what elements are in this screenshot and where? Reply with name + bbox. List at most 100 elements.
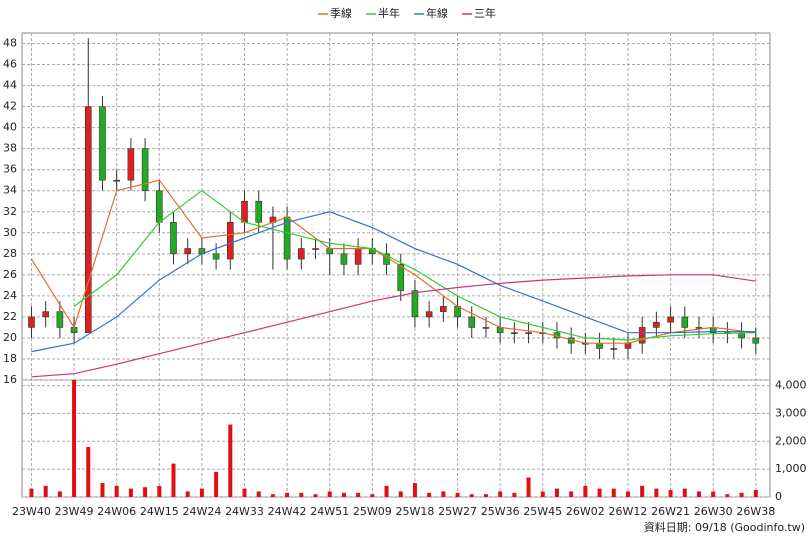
x-tick-label: 24W33 — [225, 505, 264, 518]
volume-bar — [554, 488, 559, 497]
volume-bar — [143, 487, 148, 497]
volume-bar — [242, 488, 247, 497]
x-tick-label: 26W12 — [609, 505, 648, 518]
candle-body — [638, 327, 646, 344]
volume-bar — [370, 494, 375, 497]
candle-body — [84, 106, 92, 333]
volume-tick-label: 4,000 — [775, 379, 807, 392]
volume-bar — [29, 488, 34, 497]
y-tick-label: 24 — [3, 289, 17, 302]
volume-bar — [668, 490, 673, 497]
ma-line — [73, 189, 756, 341]
candle-body — [241, 200, 248, 223]
x-tick-label: 23W49 — [55, 505, 94, 518]
volume-bar — [398, 491, 403, 497]
candle-body — [28, 316, 35, 328]
x-tick-label: 24W15 — [140, 505, 179, 518]
volume-bar — [469, 494, 474, 497]
y-tick-label: 46 — [3, 58, 17, 71]
y-tick-label: 30 — [3, 226, 17, 239]
volume-bar — [72, 380, 77, 497]
volume-bar — [171, 463, 176, 497]
volume-bar — [356, 492, 361, 497]
y-tick-label: 18 — [3, 352, 17, 365]
volume-bar — [753, 490, 758, 497]
candle-body — [141, 148, 149, 192]
candle-body — [127, 148, 135, 181]
candle-body — [298, 248, 305, 260]
candle-body — [340, 253, 348, 265]
candle-body — [624, 342, 632, 349]
volume-bar — [199, 488, 204, 497]
volume-bar — [583, 485, 588, 497]
volume-tick-label: 2,000 — [775, 434, 807, 447]
volume-bar — [611, 488, 616, 497]
ma-line — [31, 211, 756, 353]
y-tick-label: 44 — [3, 79, 17, 92]
candle-body — [397, 264, 405, 291]
x-tick-label: 24W42 — [268, 505, 307, 518]
volume-bar — [711, 491, 716, 497]
candle-body — [695, 327, 703, 329]
volume-bar — [739, 492, 744, 497]
candle-body — [468, 316, 476, 328]
candle-body — [326, 248, 334, 255]
volume-bar — [526, 477, 531, 497]
volume-bar — [185, 491, 190, 497]
candle-body — [752, 337, 760, 344]
candle-body — [212, 253, 220, 260]
volume-bar — [498, 491, 503, 497]
volume-bar — [725, 494, 730, 497]
candle-body — [255, 200, 263, 223]
volume-bar — [228, 424, 233, 497]
volume-bar — [214, 471, 219, 497]
x-tick-label: 25W36 — [481, 505, 520, 518]
candle-body — [425, 311, 433, 318]
volume-bar — [640, 485, 645, 497]
candle-body — [312, 248, 319, 250]
volume-bar — [455, 492, 460, 497]
y-tick-label: 34 — [3, 184, 17, 197]
volume-bar — [682, 488, 687, 497]
candle-body — [56, 311, 64, 328]
volume-bar — [654, 488, 659, 497]
volume-bar — [540, 491, 545, 497]
y-tick-label: 36 — [3, 163, 17, 176]
candle-body — [440, 306, 447, 312]
volume-bar — [157, 485, 162, 497]
volume-bar — [696, 491, 701, 497]
volume-bar — [313, 494, 318, 497]
y-tick-label: 32 — [3, 205, 17, 218]
candle-body — [610, 348, 618, 350]
volume-tick-label: 3,000 — [775, 406, 807, 419]
y-tick-label: 28 — [3, 247, 17, 260]
x-tick-label: 26W21 — [651, 505, 690, 518]
volume-bar — [114, 485, 119, 497]
candle-body — [511, 332, 518, 334]
candle-body — [681, 316, 689, 328]
volume-tick-label: 0 — [775, 490, 782, 503]
volume-bar — [57, 491, 62, 497]
candle-body — [42, 311, 49, 318]
candle-body — [170, 221, 177, 255]
candle-body — [596, 342, 603, 349]
volume-bar — [256, 491, 261, 497]
volume-bar — [597, 488, 602, 497]
volume-bar — [341, 492, 346, 497]
footnote: 資料日期: 09/18 (Goodinfo.tw) — [644, 520, 805, 534]
legend-label: 季線 — [330, 6, 352, 20]
y-tick-label: 38 — [3, 142, 17, 155]
volume-tick-label: 1,000 — [775, 462, 807, 475]
volume-bar — [299, 492, 304, 497]
legend-label: 半年 — [378, 6, 400, 20]
x-tick-label: 26W30 — [694, 505, 733, 518]
y-tick-label: 16 — [3, 373, 17, 386]
y-tick-label: 40 — [3, 121, 17, 134]
candle-body — [227, 221, 234, 260]
candle-body — [113, 179, 120, 182]
x-tick-label: 23W40 — [12, 505, 51, 518]
candle-body — [525, 332, 532, 334]
volume-bar — [327, 491, 332, 497]
candle-body — [99, 106, 106, 181]
